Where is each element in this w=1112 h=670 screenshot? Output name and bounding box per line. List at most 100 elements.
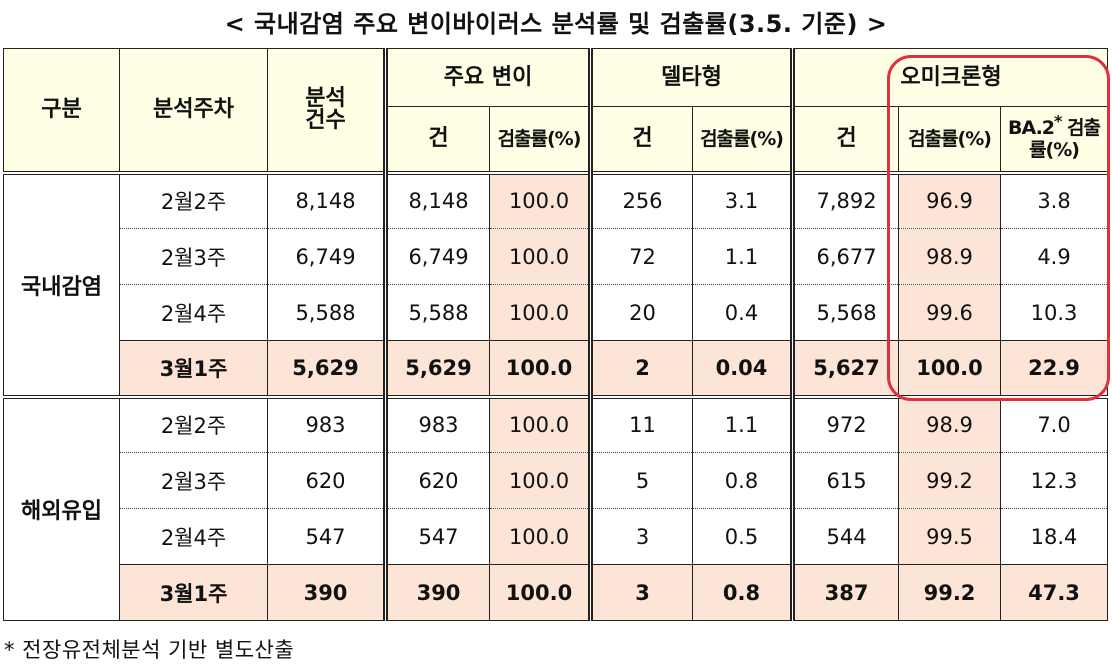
variant-detection-table: 구분 분석주차 분석 건수 주요 변이 델타형 오미크론형 건 검출률(%) 건… bbox=[3, 48, 1109, 621]
header-omicron-rate: 검출률(%) bbox=[898, 106, 1002, 175]
cell-delta-count: 3 bbox=[588, 564, 693, 621]
table-row: 2월4주 5,588 5,588 100.0 20 0.4 5,568 99.6… bbox=[4, 284, 1109, 341]
cell-major-rate: 100.0 bbox=[489, 452, 591, 509]
cell-ba2-rate: 7.0 bbox=[1000, 394, 1109, 453]
cell-major-count: 5,629 bbox=[383, 340, 490, 397]
cell-omicron-rate: 100.0 bbox=[898, 340, 1002, 397]
header-omicron-count: 건 bbox=[790, 106, 900, 175]
cell-omicron-count: 972 bbox=[790, 394, 900, 453]
cell-omicron-count: 615 bbox=[790, 452, 900, 509]
cell-analyzed: 5,588 bbox=[267, 284, 386, 341]
header-ba2-prefix: BA.2 bbox=[1008, 116, 1055, 139]
cell-major-rate: 100.0 bbox=[489, 284, 591, 341]
cell-major-count: 5,588 bbox=[383, 284, 490, 341]
cell-ba2-rate: 3.8 bbox=[1000, 170, 1109, 229]
table-row: 2월4주 547 547 100.0 3 0.5 544 99.5 18.4 bbox=[4, 508, 1109, 565]
table-row: 해외유입 2월2주 983 983 100.0 11 1.1 972 98.9 … bbox=[3, 394, 1109, 621]
cell-delta-count: 3 bbox=[588, 508, 693, 565]
cell-omicron-count: 6,677 bbox=[790, 228, 900, 285]
cell-ba2-rate: 4.9 bbox=[1000, 228, 1109, 285]
cell-omicron-rate: 96.9 bbox=[898, 170, 1002, 229]
cell-delta-rate: 1.1 bbox=[691, 394, 794, 453]
cell-analyzed: 983 bbox=[267, 394, 386, 453]
cell-delta-rate: 0.8 bbox=[691, 452, 794, 509]
cell-analyzed: 547 bbox=[267, 508, 386, 565]
table-row-total: 3월1주 5,629 5,629 100.0 2 0.04 5,627 100.… bbox=[4, 340, 1109, 397]
table-row: 2월3주 620 620 100.0 5 0.8 615 99.2 12.3 bbox=[4, 452, 1109, 509]
cell-major-count: 390 bbox=[383, 564, 490, 621]
cell-week: 2월4주 bbox=[119, 284, 268, 341]
cell-week: 2월3주 bbox=[119, 452, 268, 509]
cell-major-rate: 100.0 bbox=[489, 508, 591, 565]
header-major-variant: 주요 변이 bbox=[383, 48, 591, 107]
cell-major-rate: 100.0 bbox=[489, 564, 591, 621]
header-week: 분석주차 bbox=[119, 48, 268, 173]
header-analyzed: 분석 건수 bbox=[267, 48, 386, 173]
cell-analyzed: 8,148 bbox=[267, 170, 386, 229]
header-ba2-rate: BA.2* 검출률(%) bbox=[1000, 106, 1109, 175]
cell-analyzed: 390 bbox=[267, 564, 386, 621]
header-category: 구분 bbox=[3, 48, 120, 173]
cell-omicron-count: 5,568 bbox=[790, 284, 900, 341]
cell-delta-count: 72 bbox=[588, 228, 693, 285]
cell-analyzed: 620 bbox=[267, 452, 386, 509]
cell-delta-rate: 1.1 bbox=[691, 228, 794, 285]
cell-week: 2월2주 bbox=[119, 170, 268, 229]
cell-analyzed: 6,749 bbox=[267, 228, 386, 285]
cell-delta-rate: 3.1 bbox=[691, 170, 794, 229]
table-row: 2월3주 6,749 6,749 100.0 72 1.1 6,677 98.9… bbox=[4, 228, 1109, 285]
cell-ba2-rate: 47.3 bbox=[1000, 564, 1109, 621]
cell-omicron-count: 544 bbox=[790, 508, 900, 565]
cell-major-rate: 100.0 bbox=[489, 170, 591, 229]
header-ba2-star: * bbox=[1054, 111, 1062, 131]
cell-ba2-rate: 10.3 bbox=[1000, 284, 1109, 341]
cell-omicron-count: 5,627 bbox=[790, 340, 900, 397]
group-label: 국내감염 bbox=[3, 170, 120, 397]
header-delta-count: 건 bbox=[588, 106, 693, 175]
header-major-count: 건 bbox=[383, 106, 490, 175]
cell-omicron-rate: 99.2 bbox=[898, 564, 1002, 621]
cell-major-count: 8,148 bbox=[383, 170, 490, 229]
cell-ba2-rate: 18.4 bbox=[1000, 508, 1109, 565]
cell-week: 2월4주 bbox=[119, 508, 268, 565]
cell-major-count: 620 bbox=[383, 452, 490, 509]
cell-major-rate: 100.0 bbox=[489, 340, 591, 397]
cell-omicron-rate: 98.9 bbox=[898, 394, 1002, 453]
cell-week: 2월3주 bbox=[119, 228, 268, 285]
cell-delta-rate: 0.04 bbox=[691, 340, 794, 397]
header-omicron: 오미크론형 bbox=[790, 48, 1109, 107]
cell-delta-count: 20 bbox=[588, 284, 693, 341]
footnote: * 전장유전체분석 기반 별도산출 bbox=[4, 638, 295, 662]
table-row: 국내감염 2월2주 8,148 8,148 100.0 256 3.1 7,89… bbox=[3, 170, 1109, 397]
header-delta-rate: 검출률(%) bbox=[691, 106, 794, 175]
cell-delta-rate: 0.4 bbox=[691, 284, 794, 341]
cell-delta-rate: 0.5 bbox=[691, 508, 794, 565]
table-row-total: 3월1주 390 390 100.0 3 0.8 387 99.2 47.3 bbox=[4, 564, 1109, 621]
cell-week: 3월1주 bbox=[119, 564, 268, 621]
header-ba2-suffix: 검출률(%) bbox=[1029, 116, 1101, 161]
cell-analyzed: 5,629 bbox=[267, 340, 386, 397]
header-major-rate: 검출률(%) bbox=[489, 106, 591, 175]
cell-ba2-rate: 22.9 bbox=[1000, 340, 1109, 397]
cell-omicron-count: 7,892 bbox=[790, 170, 900, 229]
cell-delta-count: 5 bbox=[588, 452, 693, 509]
cell-omicron-rate: 99.2 bbox=[898, 452, 1002, 509]
cell-omicron-rate: 99.6 bbox=[898, 284, 1002, 341]
cell-major-count: 547 bbox=[383, 508, 490, 565]
cell-delta-count: 2 bbox=[588, 340, 693, 397]
cell-week: 3월1주 bbox=[119, 340, 268, 397]
cell-omicron-count: 387 bbox=[790, 564, 900, 621]
group-label: 해외유입 bbox=[3, 394, 120, 621]
cell-omicron-rate: 99.5 bbox=[898, 508, 1002, 565]
cell-major-rate: 100.0 bbox=[489, 394, 591, 453]
cell-major-count: 983 bbox=[383, 394, 490, 453]
cell-major-rate: 100.0 bbox=[489, 228, 591, 285]
cell-delta-count: 256 bbox=[588, 170, 693, 229]
table-title: < 국내감염 주요 변이바이러스 분석률 및 검출률(3.5. 기준) > bbox=[224, 10, 888, 38]
cell-major-count: 6,749 bbox=[383, 228, 490, 285]
cell-ba2-rate: 12.3 bbox=[1000, 452, 1109, 509]
header-delta: 델타형 bbox=[587, 48, 794, 107]
cell-week: 2월2주 bbox=[119, 394, 268, 453]
cell-omicron-rate: 98.9 bbox=[898, 228, 1002, 285]
